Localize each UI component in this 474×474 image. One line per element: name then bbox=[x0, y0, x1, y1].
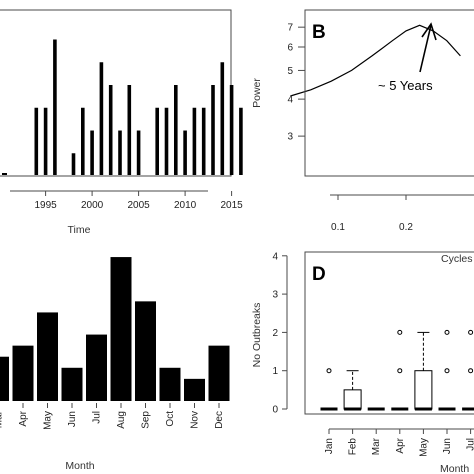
panel-c-x-tick-label: Jun bbox=[67, 411, 78, 427]
panel-b-letter: B bbox=[312, 22, 326, 43]
panel-d-box bbox=[343, 389, 362, 410]
panel-a-x-title: Time bbox=[68, 224, 91, 236]
panel-c-x-tick-label: Sep bbox=[141, 411, 152, 429]
panel-d-x-tick-label: Apr bbox=[395, 437, 406, 453]
panel-a-x-tick-label: 2015 bbox=[220, 200, 243, 211]
panel-d-outlier bbox=[397, 368, 403, 374]
panel-c: Mar Apr May Jun Jul Aug Sep Oct Nov Dec Month bbox=[0, 257, 230, 472]
panel-d-x-tick-label: Jun bbox=[442, 438, 453, 454]
panel-c-x-tick-label: Nov bbox=[190, 411, 201, 429]
panel-a-x-tick-label: 2010 bbox=[174, 200, 197, 211]
panel-d: D 0 1 2 3 4 No Outbreaks Jan Feb Mar Apr May Jun Jul M… bbox=[251, 251, 474, 474]
panel-c-x-tick-label: Dec bbox=[214, 411, 225, 429]
panel-d-x-tick-label: Mar bbox=[371, 437, 382, 455]
panel-d-y-tick-label: 3 bbox=[272, 290, 278, 301]
panel-d-y-title: No Outbreaks bbox=[251, 303, 263, 368]
panel-b: B 3 4 5 6 7 Power 0.1 0.2 Cycles Per ~ 5 Years bbox=[251, 9, 474, 265]
panel-c-x-tick-label: May bbox=[43, 411, 54, 430]
panel-d-outlier bbox=[444, 368, 450, 374]
panel-d-y-tick-label: 1 bbox=[272, 366, 278, 377]
panel-c-x-tick-label: Jul bbox=[92, 411, 103, 424]
panel-b-spectrum-line bbox=[290, 24, 461, 97]
panel-b-x-tick-label: 0.2 bbox=[399, 222, 413, 233]
panel-b-y-tick-label: 6 bbox=[287, 42, 293, 53]
panel-c-bar bbox=[86, 334, 107, 401]
panel-d-outlier bbox=[397, 329, 403, 335]
panel-d-outlier bbox=[326, 368, 332, 374]
panel-c-x-tick-label: Aug bbox=[116, 411, 127, 429]
panel-c-bar bbox=[0, 356, 9, 401]
panel-b-y-tick-label: 5 bbox=[287, 66, 293, 77]
panel-a-x-tick-label: 2005 bbox=[127, 200, 150, 211]
panel-c-x-title: Month bbox=[65, 460, 94, 472]
panel-a-x-tick-label: 2000 bbox=[81, 200, 104, 211]
panel-c-bar bbox=[110, 257, 132, 401]
panel-c-bar bbox=[135, 301, 156, 401]
panel-d-box bbox=[414, 370, 433, 410]
panel-b-y-tick-label: 4 bbox=[287, 95, 293, 106]
panel-a: 1995 2000 2005 2010 2015 Time bbox=[0, 9, 243, 236]
panel-c-bar bbox=[12, 345, 34, 401]
panel-b-x-tick-label: 0.1 bbox=[331, 222, 345, 233]
panel-b-arrow-head bbox=[421, 22, 437, 41]
panel-b-arrow-shaft bbox=[419, 24, 432, 73]
panel-c-x-tick-label: Mar bbox=[0, 410, 5, 428]
panel-b-x-title: Cycles Per bbox=[441, 253, 474, 265]
panel-c-x-tick-label: Oct bbox=[165, 411, 176, 427]
panel-c-bar bbox=[37, 312, 58, 401]
panel-d-frame bbox=[304, 251, 474, 415]
panel-c-bar bbox=[159, 367, 181, 401]
panel-b-annotation: ~ 5 Years bbox=[378, 78, 433, 93]
panel-b-y-title: Power bbox=[251, 78, 263, 108]
panel-c-bar bbox=[208, 345, 230, 401]
panel-d-letter: D bbox=[312, 264, 326, 285]
panel-d-outlier bbox=[468, 329, 474, 335]
panel-d-x-title: Month bbox=[440, 463, 469, 474]
panel-d-x-tick-label: May bbox=[418, 438, 429, 457]
panel-d-x-tick-label: Feb bbox=[348, 438, 359, 456]
panel-d-x-tick-label: Jan bbox=[324, 438, 335, 454]
panel-d-outlier bbox=[468, 368, 474, 374]
panel-b-y-tick-label: 7 bbox=[287, 23, 293, 34]
panel-d-x-tick-label: Jul bbox=[466, 438, 474, 451]
panel-d-y-tick-label: 0 bbox=[272, 405, 278, 416]
panel-d-outlier bbox=[444, 329, 450, 335]
panel-c-x-tick-label: Apr bbox=[18, 410, 29, 426]
panel-d-y-tick-label: 4 bbox=[272, 251, 278, 262]
panel-a-x-tick-label: 1995 bbox=[34, 200, 57, 211]
panel-c-bar bbox=[61, 367, 83, 401]
panel-c-bar bbox=[184, 378, 205, 401]
panel-b-frame bbox=[304, 9, 474, 177]
panel-b-y-tick-label: 3 bbox=[287, 132, 293, 143]
panel-d-y-tick-label: 2 bbox=[272, 328, 278, 339]
